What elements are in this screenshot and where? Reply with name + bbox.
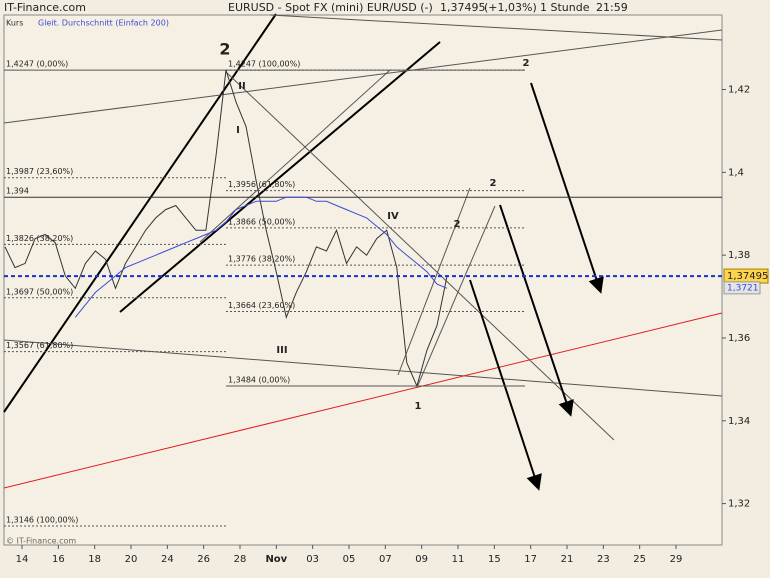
fib-label: 1,3697 (50,00%)	[6, 287, 73, 296]
x-tick-label: 16	[52, 554, 65, 565]
y-tick-label: 1,32	[728, 499, 750, 510]
level-label: 1,394	[6, 187, 29, 196]
arrow	[499, 204, 574, 417]
x-tick-label: 14	[16, 554, 29, 565]
fib-label: 1,3146 (100,00%)	[6, 515, 78, 524]
interval: 1 Stunde	[540, 1, 590, 14]
x-tick-label: 29	[670, 554, 683, 565]
trendline	[119, 41, 441, 313]
x-tick-label: 15	[488, 554, 501, 565]
wave-label: 2	[523, 58, 530, 69]
trendline	[225, 71, 615, 441]
fib-label: 1,3866 (50,00%)	[228, 217, 295, 226]
fib-label: 1,4247 (0,00%)	[6, 60, 68, 69]
wave-label: 2	[219, 40, 230, 59]
trendline	[3, 312, 723, 489]
fib-label: 1,3987 (23,60%)	[6, 167, 73, 176]
fib-label: 1,3776 (38,20%)	[228, 255, 295, 264]
wave-label: I	[236, 125, 240, 136]
trendline	[269, 14, 723, 41]
x-tick-label: 25	[633, 554, 646, 565]
y-tick-label: 1,4	[728, 167, 744, 178]
x-tick-label: 24	[161, 554, 174, 565]
trendline	[3, 339, 723, 397]
ma-box	[723, 281, 761, 295]
legend-entry: Kurs	[6, 19, 23, 28]
arrow	[530, 82, 604, 294]
trendline	[3, 13, 277, 413]
x-tick-label: 05	[343, 554, 356, 565]
y-tick-label: 1,42	[728, 85, 750, 96]
watermark: © IT-Finance.com	[6, 537, 76, 546]
x-tick-label: 28	[234, 554, 247, 565]
x-tick-label: 03	[306, 554, 319, 565]
y-tick-label: 1,36	[728, 333, 750, 344]
wave-label: 2	[454, 219, 461, 230]
fib-label: 1,3956 (61,80%)	[228, 180, 295, 189]
x-tick-label: 11	[452, 554, 465, 565]
trendline	[3, 29, 723, 124]
trendline	[199, 69, 391, 243]
last-price: 1,37495	[440, 1, 486, 14]
fib-label: 1,4247 (100,00%)	[228, 60, 300, 69]
fib-label: 1,3567 (61,80%)	[6, 341, 73, 350]
wave-label: 1	[415, 401, 422, 412]
x-tick-label: 07	[379, 554, 392, 565]
site: IT-Finance.com	[4, 1, 86, 14]
x-tick-label: 20	[125, 554, 138, 565]
x-tick-label: 09	[415, 554, 428, 565]
fib-label: 1,3826 (38,20%)	[6, 234, 73, 243]
arrows	[469, 82, 604, 491]
x-tick-label: 17	[524, 554, 537, 565]
x-tick-label: 23	[597, 554, 610, 565]
series-line	[74, 196, 448, 318]
x-tick-label: 21	[561, 554, 574, 565]
time: 21:59	[596, 1, 628, 14]
wave-label: 2	[490, 178, 497, 189]
trendline	[397, 187, 471, 376]
trendlines	[3, 13, 723, 489]
x-tick-label: 18	[88, 554, 101, 565]
y-tick-label: 1,34	[728, 416, 750, 427]
price-box-label: 1,37495	[727, 271, 768, 282]
change: (+1,03%)	[484, 1, 537, 14]
wave-label: III	[276, 345, 287, 356]
series-line	[4, 69, 448, 388]
trendline	[417, 205, 496, 386]
x-tick-label: 26	[197, 554, 210, 565]
fib-label: 1,3484 (0,00%)	[228, 376, 290, 385]
fib-label: 1,3664 (23,60%)	[228, 301, 295, 310]
wave-label: IV	[387, 211, 399, 222]
legend-entry: Gleit. Durchschnitt (Einfach 200)	[38, 19, 169, 28]
ma-box-label: 1,3721	[727, 283, 759, 293]
x-tick-label: Nov	[265, 554, 287, 565]
arrow	[469, 279, 542, 491]
y-tick-label: 1,38	[728, 250, 750, 261]
wave-label: II	[238, 81, 245, 92]
chart-title: EURUSD - Spot FX (mini) EUR/USD (-)	[228, 1, 433, 14]
